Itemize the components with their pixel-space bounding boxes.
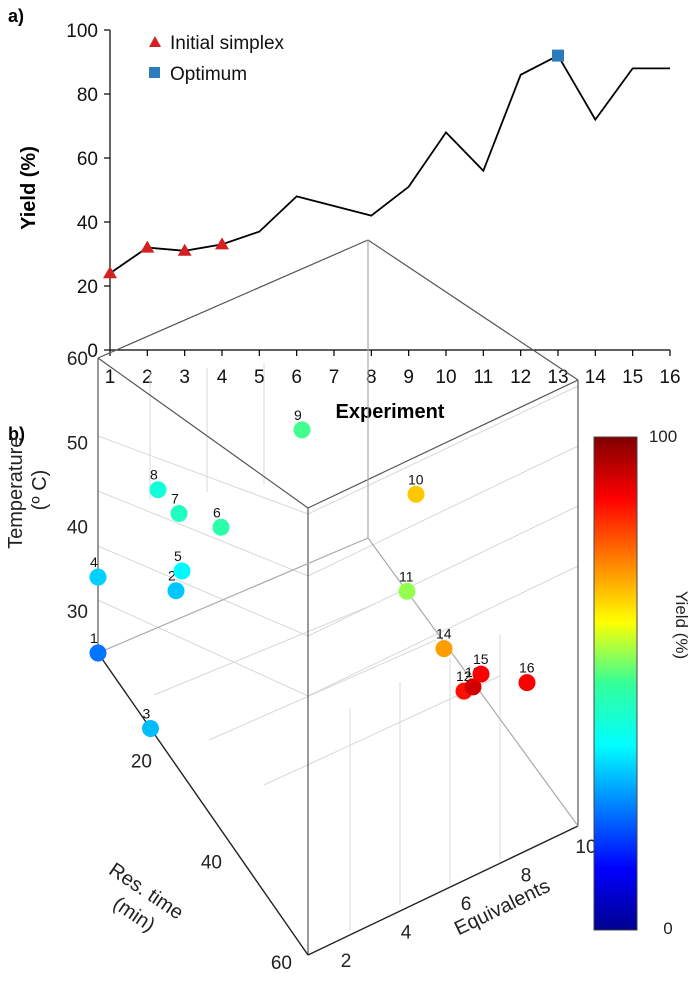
scatter-point-label: 16 xyxy=(519,660,535,676)
res-time-tick-label: 60 xyxy=(271,953,292,974)
scatter-point-label: 11 xyxy=(399,568,414,584)
x-axis-title: Experiment xyxy=(336,401,445,423)
x-tick-label: 3 xyxy=(179,367,190,388)
y-tick-label: 60 xyxy=(77,149,98,170)
legend-triangle-marker xyxy=(149,36,161,47)
scatter-point-label: 3 xyxy=(143,706,151,722)
cube-edges xyxy=(97,239,579,956)
legend-optimum: Optimum xyxy=(170,64,247,85)
scatter-point xyxy=(167,582,185,600)
scatter-point-label: 14 xyxy=(436,626,452,642)
legend-initial-simplex: Initial simplex xyxy=(170,33,285,54)
scatter-point-label: 5 xyxy=(174,548,182,564)
axis-tick-labels: 30 40 50 60 20 40 60 2 4 6 8 10 xyxy=(67,349,597,974)
y-tick-label: 0 xyxy=(87,341,98,362)
scatter-point xyxy=(398,582,416,600)
colorbar-min-label: 0 xyxy=(663,919,672,938)
optimum-marker xyxy=(552,49,564,62)
initial-simplex-marker xyxy=(177,243,192,256)
scatter-point xyxy=(142,720,159,737)
scatter-point xyxy=(212,518,230,536)
x-tick-label: 10 xyxy=(435,367,456,388)
panel-b-label: b) xyxy=(8,424,25,444)
scatter-point-label: 8 xyxy=(150,467,158,483)
res-time-axis-title: Res. time (min) xyxy=(90,859,191,949)
x-tick-label: 16 xyxy=(659,367,680,388)
legend-square-marker xyxy=(149,67,160,78)
scatter-point-label: 6 xyxy=(213,504,221,520)
legend: Initial simplex Optimum xyxy=(149,33,285,85)
initial-simplex-marker xyxy=(140,240,155,253)
scatter-point-label: 2 xyxy=(168,568,176,584)
y-tick-label: 100 xyxy=(66,21,98,42)
axes xyxy=(104,29,671,356)
x-tick-label: 15 xyxy=(622,367,643,388)
equivalents-tick-label: 8 xyxy=(521,865,532,886)
scatter-point xyxy=(518,674,536,692)
scatter-point xyxy=(407,485,425,503)
scatter-point xyxy=(464,678,482,696)
scatter-point xyxy=(89,644,107,662)
y-tick-label: 20 xyxy=(77,277,98,298)
equivalents-tick-label: 2 xyxy=(341,951,352,972)
scatter-point xyxy=(173,562,191,580)
y-tick-label: 80 xyxy=(77,85,98,106)
scatter-point-label: 9 xyxy=(294,407,302,423)
panel-a-label: a) xyxy=(8,6,24,26)
temperature-title-line2: (º C) xyxy=(29,470,51,511)
x-tick-label: 14 xyxy=(585,367,607,388)
temperature-tick-label: 60 xyxy=(67,349,88,370)
equivalents-tick-label: 10 xyxy=(575,837,596,858)
res-time-tick-label: 40 xyxy=(201,852,222,873)
x-tick-label: 13 xyxy=(547,367,568,388)
scatter-point xyxy=(293,421,311,439)
x-tick-label: 6 xyxy=(291,367,302,388)
x-tick-label: 2 xyxy=(142,367,153,388)
x-tick-label: 4 xyxy=(217,367,228,388)
x-tick-label: 1 xyxy=(105,367,116,388)
scatter-point xyxy=(472,665,490,683)
colorbar-gradient xyxy=(593,436,638,931)
temperature-axis-title: Temperature (º C) xyxy=(5,431,51,549)
scatter-point-label: 1 xyxy=(90,630,98,646)
temperature-tick-label: 30 xyxy=(67,602,88,623)
y-tick-label: 40 xyxy=(77,213,98,234)
x-tick-label: 7 xyxy=(329,367,340,388)
x-tick-labels: 1 2 3 4 5 6 7 8 9 10 11 12 13 14 15 16 xyxy=(105,367,681,388)
y-axis-title: Yield (%) xyxy=(18,146,40,230)
x-tick-label: 5 xyxy=(254,367,265,388)
scatter-point xyxy=(170,504,188,522)
temperature-tick-label: 50 xyxy=(67,433,88,454)
scatter-point-label: 10 xyxy=(408,471,424,487)
marker-layer xyxy=(103,49,564,279)
scatter-point-label: 15 xyxy=(473,651,489,667)
x-tick-label: 9 xyxy=(403,367,414,388)
initial-simplex-marker xyxy=(103,266,117,279)
temperature-title-line1: Temperature xyxy=(5,437,27,549)
scatter-point xyxy=(149,481,167,499)
x-tick-label: 12 xyxy=(510,367,531,388)
colorbar: 100 0 Yield (%) xyxy=(593,427,691,938)
colorbar-max-label: 100 xyxy=(649,427,677,446)
scatter-point xyxy=(89,568,107,586)
res-time-tick-label: 20 xyxy=(131,752,152,773)
scatter-point-label: 7 xyxy=(171,490,179,506)
back-grid xyxy=(97,364,579,930)
scatter-point xyxy=(435,640,453,658)
x-tick-label: 8 xyxy=(366,367,377,388)
temperature-tick-label: 40 xyxy=(67,518,88,539)
scatter-point-label: 4 xyxy=(90,554,98,570)
equivalents-tick-label: 6 xyxy=(461,894,472,915)
colorbar-title: Yield (%) xyxy=(672,591,691,659)
equivalents-tick-label: 4 xyxy=(401,922,412,943)
y-tick-labels: 0 20 40 60 80 100 xyxy=(66,21,98,362)
yield-line-series xyxy=(109,54,670,274)
initial-simplex-marker xyxy=(215,237,229,250)
x-tick-label: 11 xyxy=(473,367,493,388)
